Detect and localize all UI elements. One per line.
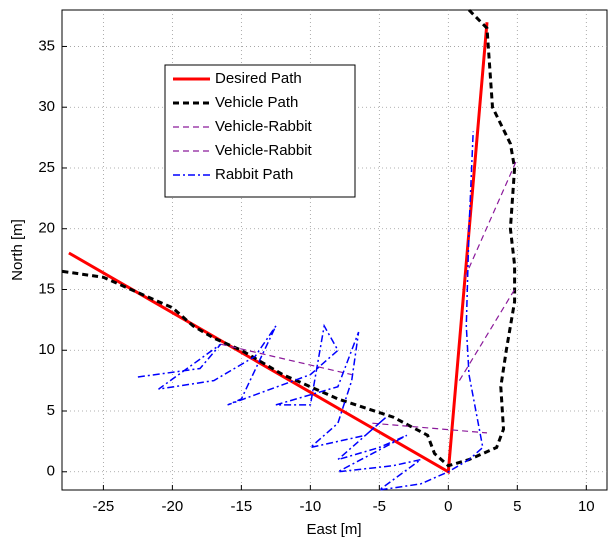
x-tick-label: 10 [578,498,595,515]
series-line [220,343,488,434]
y-tick-label: 20 [38,220,55,237]
series-line [61,8,517,468]
y-tick-label: 25 [38,159,55,176]
legend-box [164,64,356,198]
x-tick-label: -20 [162,498,184,515]
x-tick-label: -25 [93,498,115,515]
legend-label: Vehicle-Rabbit [215,118,313,135]
x-axis-label: East [m] [306,521,361,538]
legend-label: Vehicle Path [215,94,298,111]
series-line [458,161,517,381]
x-tick-label: 0 [444,498,452,515]
y-tick-label: 0 [47,463,55,480]
x-tick-label: -5 [373,498,386,515]
y-tick-label: 10 [38,341,55,358]
legend-label: Vehicle-Rabbit [215,142,313,159]
y-tick-label: 35 [38,37,55,54]
series-line [137,131,484,491]
x-tick-label: -10 [300,498,322,515]
y-axis-label: North [m] [9,219,26,281]
legend-label: Rabbit Path [215,166,293,183]
y-tick-label: 30 [38,98,55,115]
x-tick-label: 5 [513,498,521,515]
legend-label: Desired Path [215,70,302,87]
x-tick-label: -15 [231,498,253,515]
y-tick-label: 5 [47,402,55,419]
y-tick-label: 15 [38,280,55,297]
